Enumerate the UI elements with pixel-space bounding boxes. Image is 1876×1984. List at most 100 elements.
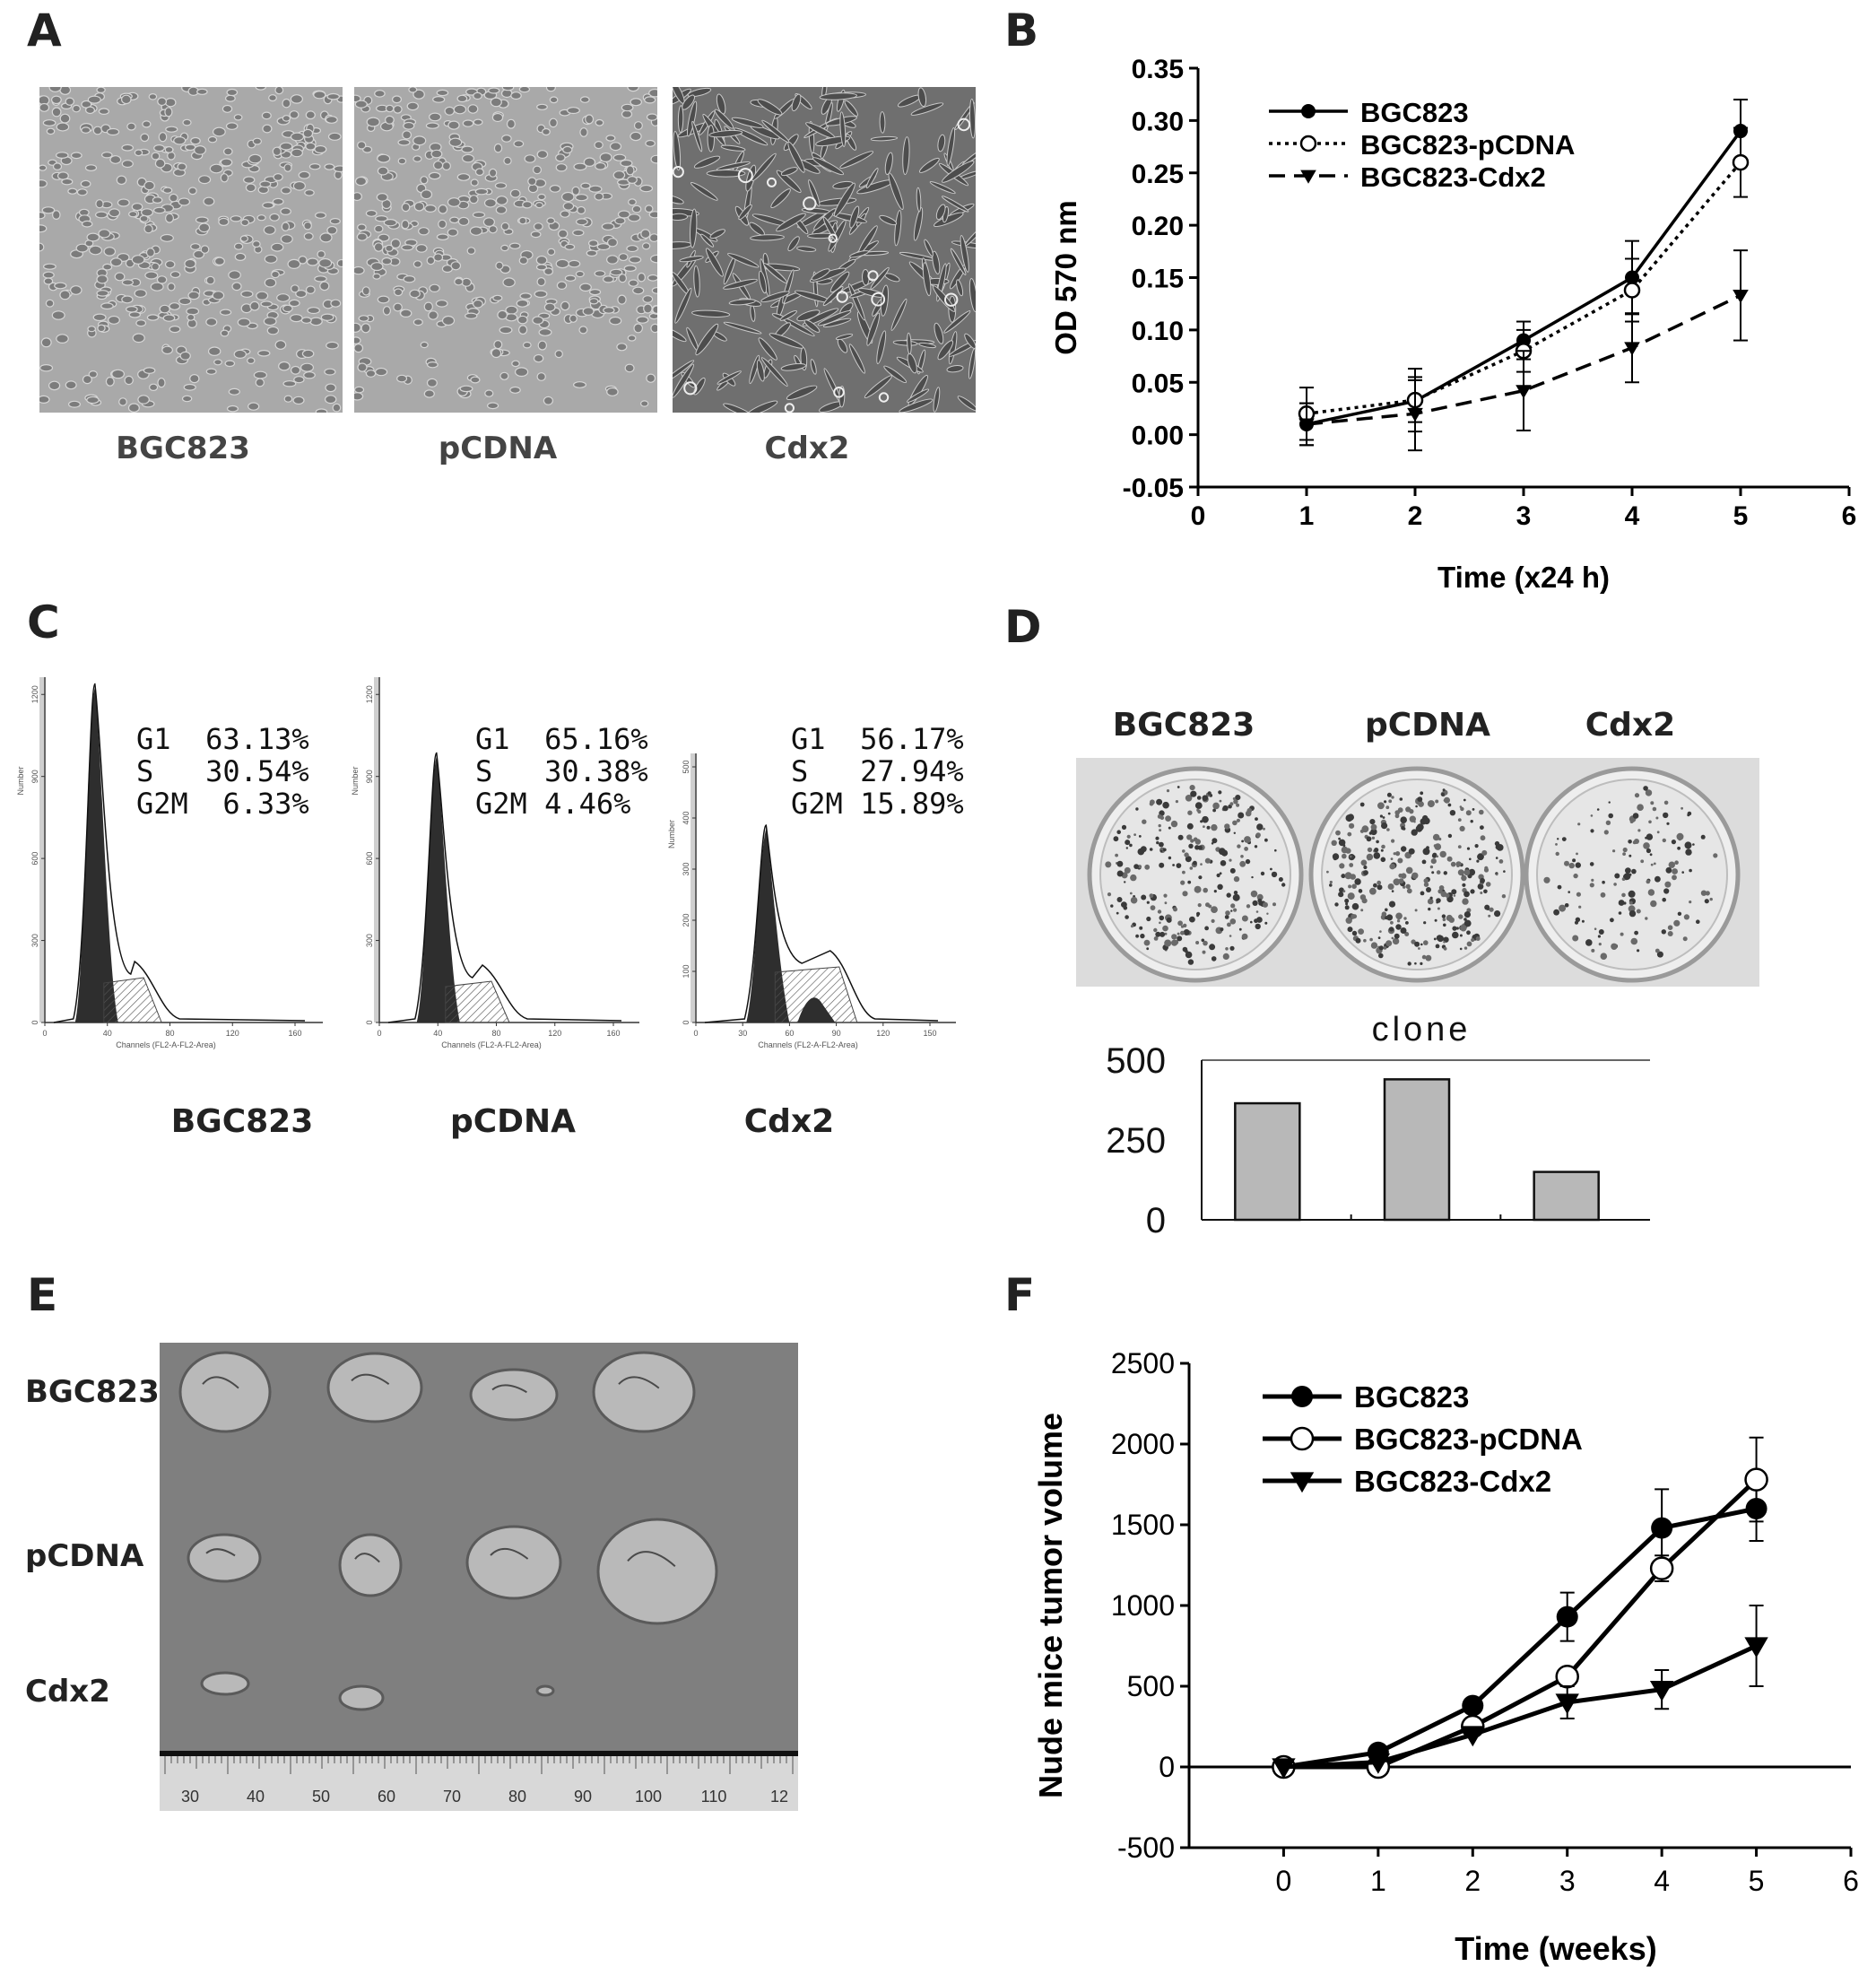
cell	[687, 87, 712, 98]
cell	[360, 323, 371, 334]
cell	[918, 157, 940, 173]
y-tick-label: 0.20	[1132, 212, 1184, 241]
colony	[1393, 878, 1401, 886]
cell	[796, 246, 817, 252]
cell	[596, 243, 611, 251]
colony	[1648, 820, 1652, 824]
ruler-number: 30	[181, 1788, 199, 1806]
cell	[39, 179, 48, 188]
colony	[1661, 929, 1666, 935]
cell	[770, 188, 791, 209]
colony	[1366, 836, 1372, 842]
cell	[839, 151, 874, 169]
colony	[1347, 927, 1353, 933]
cell	[51, 310, 65, 320]
cell	[233, 349, 247, 359]
cell	[536, 103, 548, 110]
colony	[1465, 810, 1472, 816]
colony	[1238, 812, 1245, 819]
colony	[1477, 883, 1484, 890]
colony	[1158, 823, 1161, 828]
tumor-detail	[202, 1376, 239, 1389]
x-axis-label: Time (x24 h)	[1437, 561, 1610, 594]
axis-frame	[690, 753, 695, 1022]
cell	[922, 262, 932, 297]
colony	[1146, 916, 1151, 922]
colony	[1572, 858, 1576, 863]
colony	[1503, 870, 1506, 873]
colony	[1418, 947, 1420, 950]
colony	[1456, 864, 1460, 867]
colony	[1636, 909, 1641, 914]
data-point	[1624, 342, 1640, 356]
cell	[281, 187, 292, 195]
colony	[1203, 825, 1205, 828]
cell	[193, 249, 205, 259]
cell	[933, 387, 941, 413]
cell	[473, 91, 482, 100]
cell	[309, 317, 323, 326]
cell	[209, 163, 223, 174]
cell	[913, 207, 924, 241]
colony	[1628, 890, 1636, 898]
cell	[728, 299, 756, 306]
cell	[545, 87, 556, 92]
colony	[1439, 938, 1442, 942]
x-tick-label: 0	[1276, 1865, 1292, 1897]
colony	[1623, 873, 1631, 880]
colony	[1240, 855, 1244, 858]
cell	[448, 137, 463, 147]
cell	[220, 329, 230, 337]
cell	[390, 238, 402, 249]
tumor	[465, 1525, 562, 1600]
colony	[1692, 843, 1695, 846]
cell	[932, 250, 941, 274]
cell	[447, 197, 461, 207]
cell	[413, 155, 422, 162]
colony	[1190, 790, 1197, 797]
cell	[128, 211, 138, 218]
colony	[1576, 892, 1581, 897]
x-tick-label: 160	[288, 1029, 301, 1038]
cell	[751, 152, 777, 182]
cell	[262, 202, 274, 209]
colony	[1142, 819, 1147, 824]
cell	[70, 152, 83, 160]
colony	[1476, 859, 1480, 863]
legend-label: BGC823-pCDNA	[1354, 1423, 1583, 1456]
x-tick-label: 2	[1408, 501, 1423, 531]
x-tick-label: 3	[1516, 501, 1532, 531]
cell	[575, 270, 585, 278]
cell	[114, 272, 126, 282]
cell	[632, 286, 645, 295]
cell	[582, 307, 595, 317]
cell	[354, 176, 368, 187]
cell	[756, 360, 765, 382]
cell	[169, 326, 181, 334]
colony	[1125, 840, 1131, 846]
cell	[522, 200, 533, 209]
y-tick-label: 300	[365, 934, 374, 947]
cell	[620, 159, 633, 168]
colony	[1423, 878, 1429, 883]
colony	[1186, 834, 1193, 840]
cell	[383, 218, 397, 227]
colony	[1224, 915, 1229, 919]
cell	[157, 97, 168, 107]
cell	[884, 152, 893, 176]
phase-line: S 30.54%	[136, 754, 309, 788]
axis-frame	[39, 677, 44, 1022]
cell	[849, 205, 860, 229]
colony	[1130, 874, 1137, 882]
cell	[469, 226, 483, 236]
colony	[1194, 802, 1203, 809]
cell	[313, 91, 326, 100]
cell	[727, 253, 760, 268]
x-tick-label: 6	[1842, 501, 1857, 531]
colony	[1124, 881, 1126, 883]
colony	[1431, 871, 1435, 875]
rounded-cell	[673, 166, 684, 178]
colony	[1125, 847, 1128, 849]
cell	[543, 267, 554, 276]
cell	[413, 260, 422, 268]
